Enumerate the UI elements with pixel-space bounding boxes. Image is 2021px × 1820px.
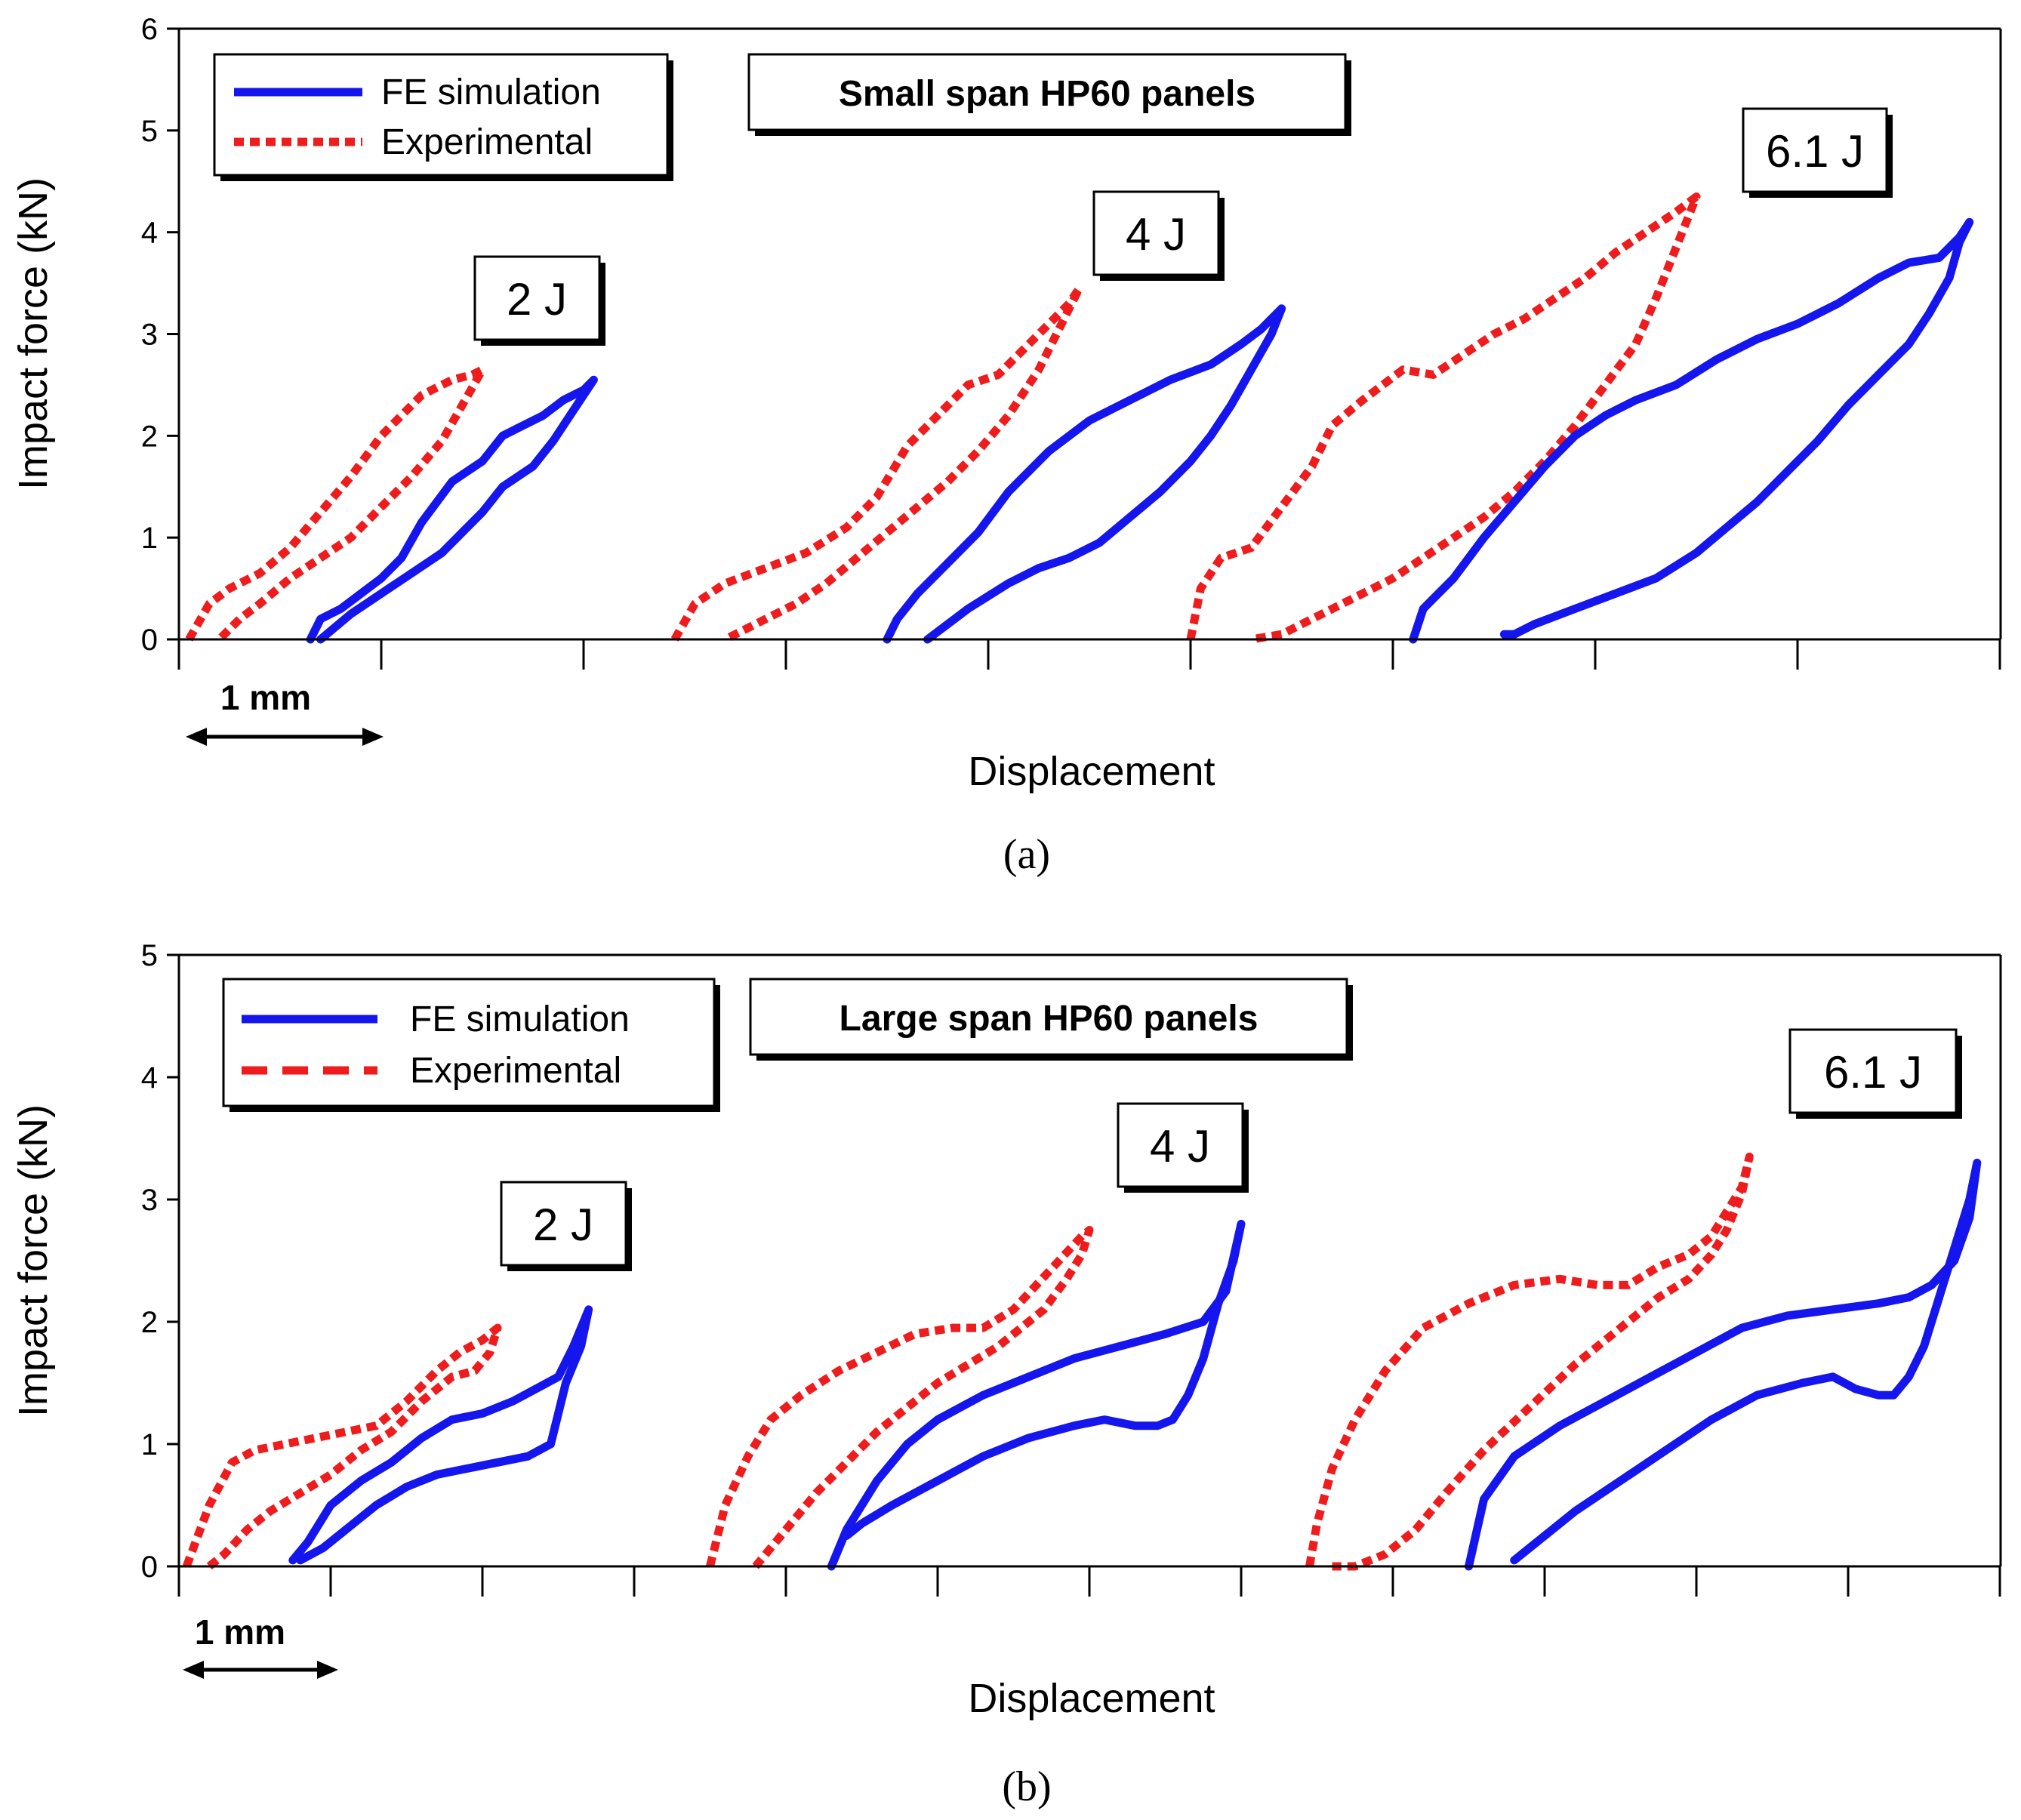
panel-a-x-ticks bbox=[177, 639, 2001, 670]
scale-bar: 1 mm bbox=[183, 1612, 338, 1679]
x-axis-title: Displacement bbox=[968, 1676, 1215, 1721]
arrow-right-icon bbox=[362, 728, 384, 746]
fe-curve-4-j bbox=[883, 304, 1286, 644]
energy-label-4j: 4 J bbox=[1092, 190, 1225, 281]
scale-bar-label: 1 mm bbox=[220, 678, 311, 717]
chart-title: Small span HP60 panels bbox=[839, 74, 1255, 114]
fe-curve-6-1-j bbox=[1409, 217, 1974, 644]
panel-a-series-layer bbox=[185, 192, 1974, 644]
energy-label-6-1j: 6.1 J bbox=[1788, 1028, 1962, 1119]
scale-bar: 1 mm bbox=[186, 678, 384, 746]
panel-b-y-ticks: 0 1 2 3 4 5 bbox=[141, 939, 179, 1584]
legend-box bbox=[213, 53, 669, 177]
y-tick-label: 5 bbox=[141, 939, 158, 972]
energy-label-2j: 2 J bbox=[500, 1181, 632, 1271]
chart-title-box: Large span HP60 panels bbox=[749, 978, 1353, 1061]
fe-curve-4-j bbox=[827, 1219, 1246, 1571]
title-box bbox=[747, 53, 1347, 131]
legend-exp-label: Experimental bbox=[410, 1051, 621, 1091]
energy-box bbox=[1117, 1102, 1244, 1188]
energy-label: 4 J bbox=[1126, 209, 1186, 260]
y-tick-label: 4 bbox=[141, 1061, 158, 1095]
legend-exp-label: Experimental bbox=[381, 122, 593, 162]
panel-b-x-ticks bbox=[177, 1566, 2001, 1597]
energy-label-4j: 4 J bbox=[1117, 1102, 1249, 1193]
legend-fe-label: FE simulation bbox=[410, 999, 630, 1039]
y-tick-label: 6 bbox=[141, 13, 158, 46]
energy-box bbox=[1788, 1028, 1958, 1114]
energy-label: 4 J bbox=[1150, 1121, 1210, 1172]
energy-label-6-1j: 6.1 J bbox=[1742, 107, 1893, 198]
exp-curve-2-j bbox=[185, 365, 487, 642]
panel-b: 0 1 2 3 4 5 Impact force (kN) Displacement (b… bbox=[11, 939, 2002, 1810]
panel-b-series-layer bbox=[182, 1152, 1982, 1571]
y-tick-label: 1 bbox=[141, 1428, 158, 1461]
panel-a: 0 1 2 3 4 5 6 Impact force (kN) Displacement (… bbox=[11, 13, 2002, 878]
arrow-left-icon bbox=[183, 1661, 204, 1679]
fe-curve-2-j bbox=[306, 375, 598, 644]
arrow-right-icon bbox=[317, 1661, 338, 1679]
y-tick-label: 4 bbox=[141, 217, 158, 250]
panel-a-y-ticks: 0 1 2 3 4 5 6 bbox=[141, 13, 179, 657]
energy-box bbox=[1092, 190, 1220, 276]
energy-label: 2 J bbox=[533, 1199, 593, 1250]
energy-box bbox=[473, 255, 601, 341]
y-tick-label: 0 bbox=[141, 624, 158, 657]
energy-label: 6.1 J bbox=[1824, 1047, 1922, 1098]
legend-fe-label: FE simulation bbox=[381, 72, 601, 112]
y-tick-label: 2 bbox=[141, 420, 158, 453]
exp-curve-6-1-j bbox=[1186, 192, 1701, 644]
energy-box bbox=[1742, 107, 1888, 193]
y-axis-title: Impact force (kN) bbox=[11, 1104, 56, 1417]
y-tick-label: 2 bbox=[141, 1306, 158, 1339]
exp-curve-4-j bbox=[670, 284, 1084, 643]
y-tick-label: 3 bbox=[141, 319, 158, 352]
legend-box bbox=[222, 978, 716, 1107]
exp-curve-4-j bbox=[706, 1226, 1094, 1569]
exp-curve-6-1-j bbox=[1305, 1152, 1754, 1571]
panel-caption: (b) bbox=[1002, 1763, 1051, 1810]
legend: FE simulation Experimental bbox=[222, 978, 720, 1112]
energy-label: 6.1 J bbox=[1766, 126, 1864, 177]
chart-title: Large span HP60 panels bbox=[840, 999, 1259, 1039]
panel-caption: (a) bbox=[1003, 831, 1050, 878]
energy-box bbox=[500, 1181, 627, 1267]
title-box bbox=[749, 978, 1348, 1056]
arrow-left-icon bbox=[186, 728, 207, 746]
y-tick-label: 5 bbox=[141, 115, 158, 148]
y-tick-label: 1 bbox=[141, 522, 158, 555]
fe-curve-6-1-j bbox=[1465, 1158, 1982, 1571]
y-tick-label: 0 bbox=[141, 1551, 158, 1584]
energy-label-2j: 2 J bbox=[473, 255, 605, 346]
y-tick-label: 3 bbox=[141, 1184, 158, 1217]
exp-curve-2-j bbox=[182, 1323, 502, 1570]
x-axis-title: Displacement bbox=[968, 749, 1215, 794]
energy-label: 2 J bbox=[507, 274, 567, 325]
scale-bar-label: 1 mm bbox=[195, 1612, 285, 1652]
y-axis-title: Impact force (kN) bbox=[11, 177, 56, 490]
fe-curve-2-j bbox=[288, 1305, 593, 1565]
legend: FE simulation Experimental bbox=[213, 53, 673, 181]
chart-title-box: Small span HP60 panels bbox=[747, 53, 1351, 136]
